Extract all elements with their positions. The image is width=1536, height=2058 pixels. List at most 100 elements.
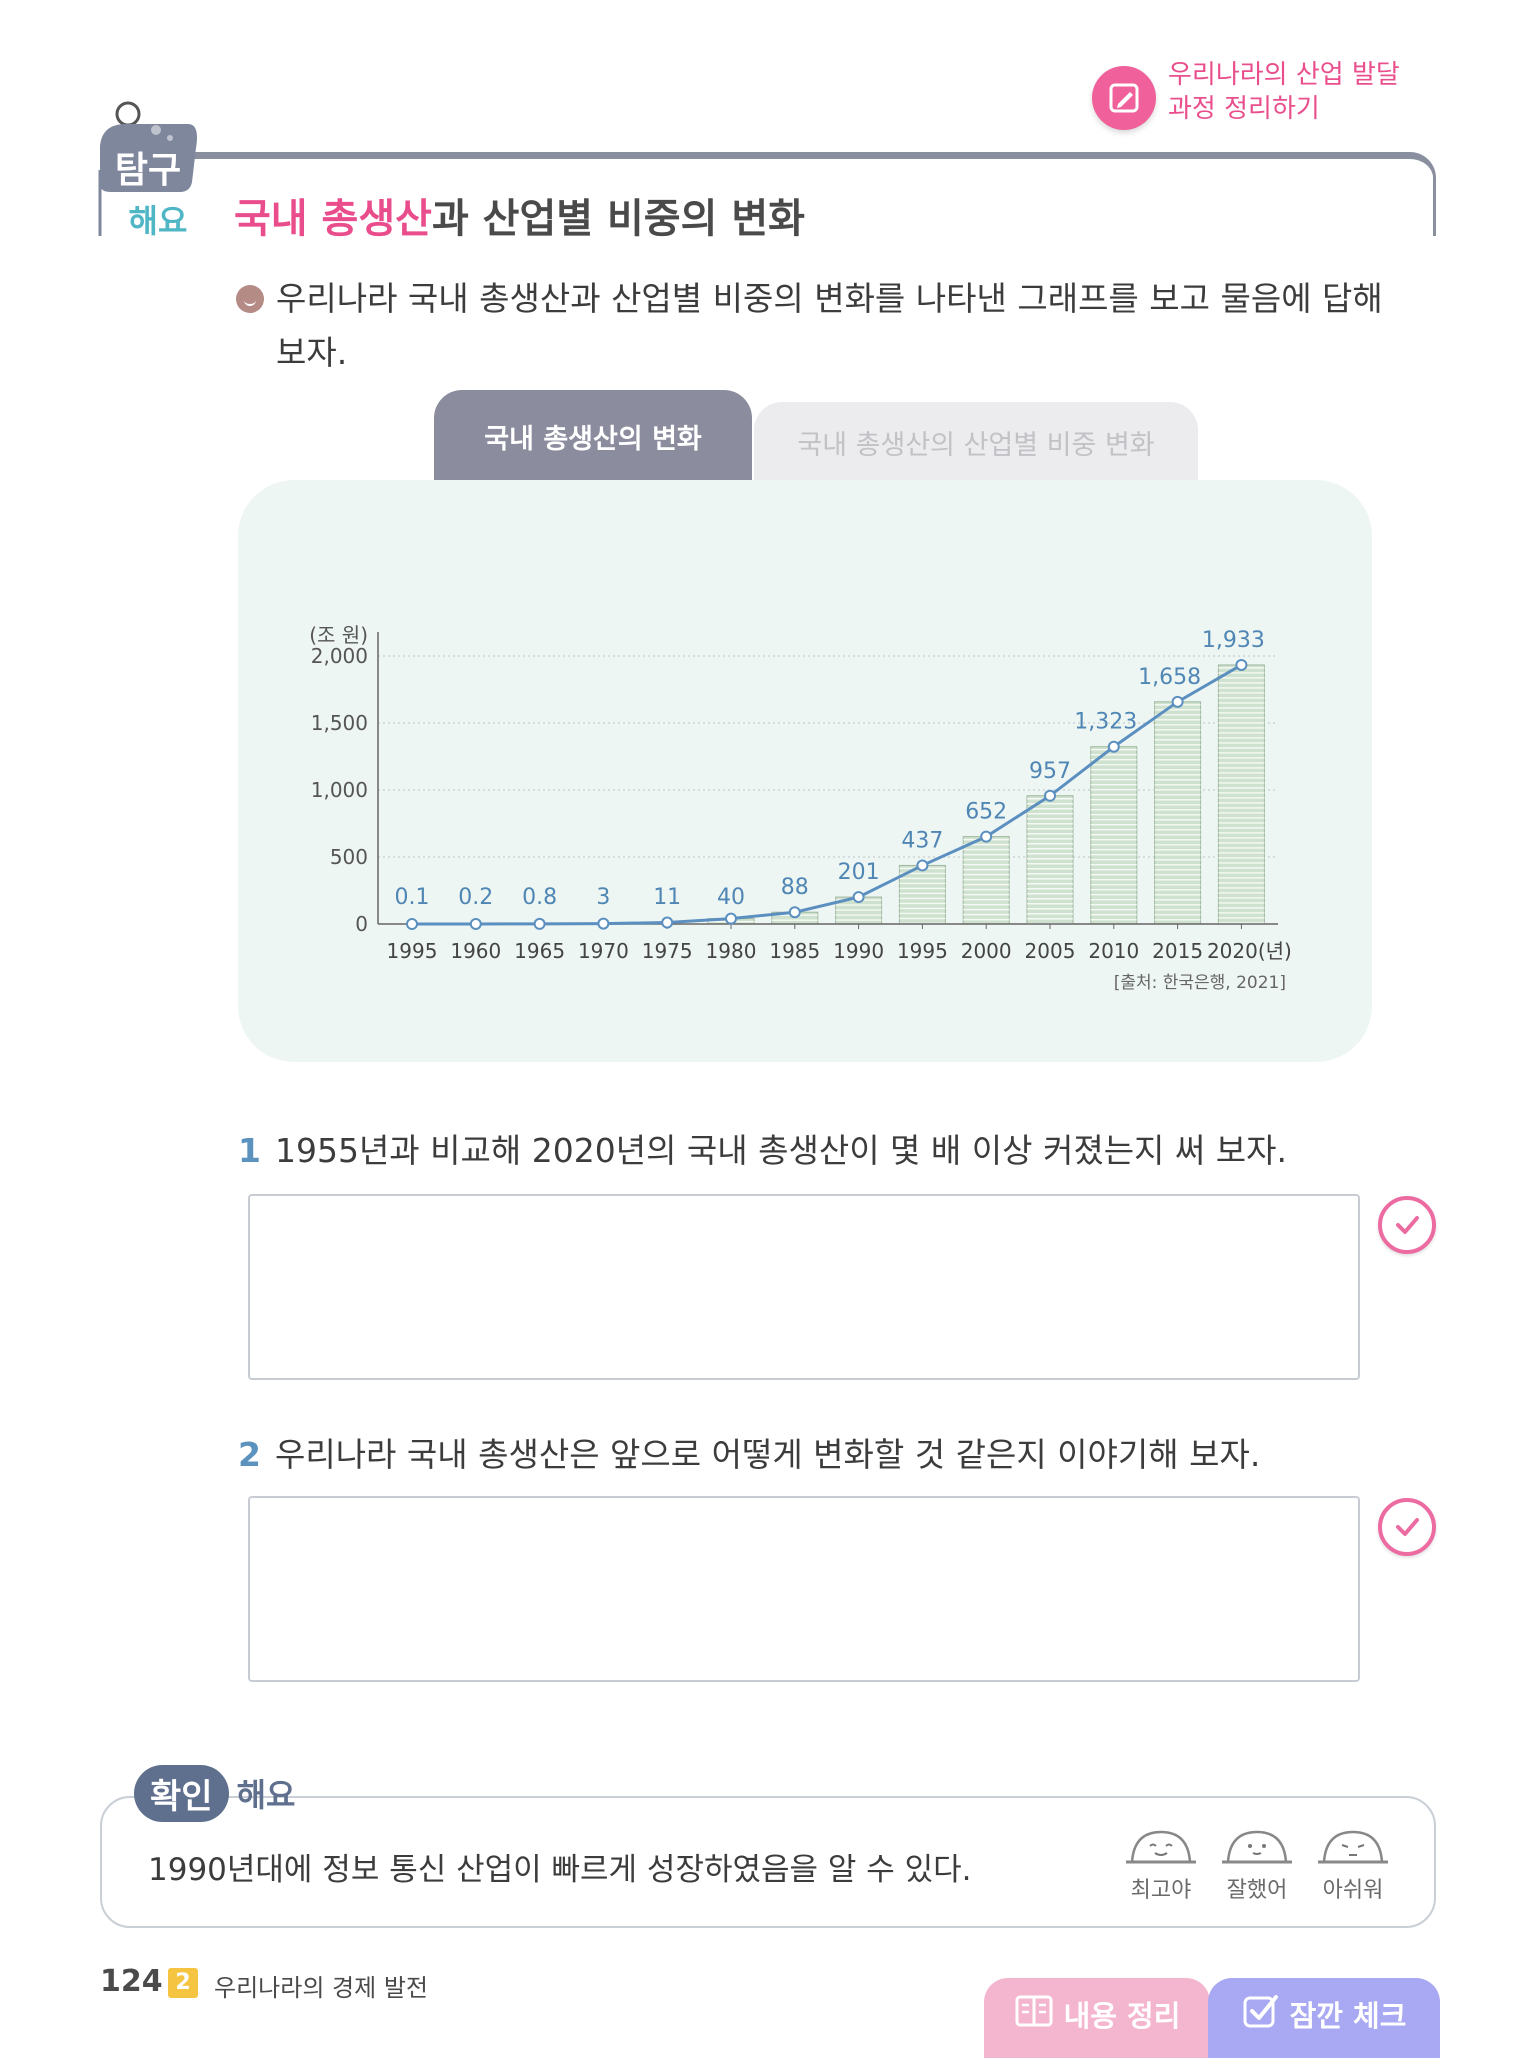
gdp-series-line [411,663,1243,926]
tab-content-summary-label: 내용 정리 [1063,1999,1181,2033]
money-stack-body [898,864,946,925]
chart-panel: 0 500 1,000 1,500 2,000 (조 원) 1995 1960 1965 1970… [238,480,1372,1062]
gdp-value-label: 3 [596,885,610,910]
topic-line-1: 우리나라의 산업 발달 [1168,60,1400,90]
gdp-data-point [533,917,546,930]
rating-sorry[interactable]: 아쉬워 [1308,1826,1398,1904]
tab-quick-check-label: 잠깐 체크 [1289,1999,1407,2033]
tab-industry-share[interactable]: 국내 총생산의 산업별 비중 변화 [754,402,1198,482]
money-stack-body [1026,795,1074,925]
section-title-highlight: 국내 총생산 [234,196,432,242]
gdp-data-point [1044,789,1056,802]
checkbox-icon [1242,1993,1280,2036]
gdp-data-point [1107,740,1120,753]
gdp-value-label: 957 [1029,759,1071,784]
explore-tag-bottom: 해요 [129,202,188,240]
gdp-data-point [916,859,929,872]
question-1-number: 1 [238,1131,261,1170]
x-tick-label: 1985 [769,939,820,963]
check-button-1[interactable] [1378,1196,1436,1254]
gdp-data-point [1171,695,1184,708]
question-1-text: 1955년과 비교해 2020년의 국내 총생산이 몇 배 이상 커졌는지 써 … [274,1131,1287,1170]
gdp-data-point [406,917,418,930]
explore-tag-top: 탐구 [115,150,181,191]
page-number: 124 [100,1964,163,1999]
question-1: 1 1955년과 비교해 2020년의 국내 총생산이 몇 배 이상 커졌는지 써… [238,1124,1287,1172]
money-stack-body [1217,664,1265,925]
x-tick-label: 2005 [1025,939,1076,963]
check-icon [1396,1216,1419,1234]
book-icon [1014,1994,1054,2035]
gdp-value-label: 1,658 [1138,665,1201,690]
money-stack-bar [1090,746,1138,925]
gdp-value-label: 201 [838,860,880,885]
rating-best[interactable]: 최고야 [1116,1826,1206,1904]
question-2-text: 우리나라 국내 총생산은 앞으로 어떻게 변화할 것 같은지 이야기해 보자. [274,1435,1261,1474]
instruction: 우리나라 국내 총생산과 산업별 비중의 변화를 나타낸 그래프를 보고 물음에… [236,272,1386,380]
tab-quick-check[interactable]: 잠깐 체크 [1208,1978,1440,2058]
gdp-value-label: 0.2 [458,885,493,910]
rating-good[interactable]: 잘했어 [1212,1826,1302,1904]
gdp-data-point [1235,658,1248,671]
answer-box-1[interactable] [248,1194,1360,1380]
section-title-rest: 과 산업별 비중의 변화 [431,196,805,242]
y-axis-unit: (조 원) [309,623,368,647]
gdp-data-point [469,917,482,930]
gdp-value-label: 1,323 [1074,710,1137,735]
chapter-title: 우리나라의 경제 발전 [214,1974,428,2002]
confirm-text: 1990년대에 정보 통신 산업이 빠르게 성장하였음을 알 수 있다. [148,1852,972,1888]
gdp-value-label: 0.8 [522,885,557,910]
pencil-icon [1092,66,1156,130]
smile-bullet-icon [236,285,264,313]
tab-content-summary[interactable]: 내용 정리 [984,1978,1210,2058]
gdp-line-chart: 0 500 1,000 1,500 2,000(조 원) 1995 1960 1965 1970… [309,623,1292,993]
sad-face-icon [1318,1830,1388,1864]
gdp-value-label: 88 [781,875,809,900]
section-title: 국내 총생산과 산업별 비중의 변화 [234,186,805,244]
x-tick-label: 1965 [514,939,565,963]
x-tick-label: 1970 [578,939,629,963]
rating-sorry-label: 아쉬워 [1322,1878,1384,1903]
tab-gdp-change[interactable]: 국내 총생산의 변화 [434,390,752,482]
section-header-rule [100,152,1436,236]
instruction-line-1: 우리나라 국내 총생산과 산업별 비중의 변화를 나타낸 그래프를 보고 물음에… [276,279,1383,318]
money-stack-bar [962,836,1010,925]
x-tick-label: 1995 [897,939,948,963]
x-tick-label: 2020(년) [1207,939,1292,963]
money-stack-bar [1217,664,1265,925]
question-2: 2 우리나라 국내 총생산은 앞으로 어떻게 변화할 것 같은지 이야기해 보자. [238,1428,1260,1476]
y-tick-label: 500 [330,845,368,869]
topic-line-2: 과정 정리하기 [1168,94,1320,124]
x-tick-label: 1960 [450,939,501,963]
confirm-tag-pill: 확인 [134,1764,229,1822]
chapter-number: 2 [168,1968,198,1998]
x-tick-label: 1990 [833,939,884,963]
check-icon [1396,1518,1419,1536]
money-stack-bar [1026,795,1074,925]
rating-good-label: 잘했어 [1226,1878,1288,1903]
gdp-value-label: 652 [965,800,1007,825]
chart-source: [출처: 한국은행, 2021] [1114,973,1286,993]
gdp-data-point [788,906,801,919]
instruction-line-2: 보자. [276,333,348,372]
rating-best-label: 최고야 [1130,1878,1192,1903]
check-button-2[interactable] [1378,1498,1436,1556]
happy-face-icon [1126,1830,1196,1864]
x-tick-label: 1980 [706,939,757,963]
y-tick-label: 2,000 [311,644,368,668]
gdp-value-label: 40 [717,885,745,910]
topic-badge: 우리나라의 산업 발달 과정 정리하기 [1092,58,1432,138]
x-tick-label: 2000 [961,939,1012,963]
y-tick-label: 1,500 [311,711,368,735]
answer-box-2[interactable] [248,1496,1360,1682]
confirm-box [100,1796,1436,1928]
x-tick-label: 1995 [387,939,438,963]
x-tick-label: 2015 [1152,939,1203,963]
money-stack-body [1154,701,1202,925]
money-stack-bar [1154,701,1202,925]
gdp-data-point [725,912,737,925]
x-tick-label: 2010 [1088,939,1139,963]
question-2-number: 2 [238,1435,261,1474]
y-tick-label: 1,000 [311,778,368,802]
confirm-tag-suffix: 해요 [236,1776,296,1814]
